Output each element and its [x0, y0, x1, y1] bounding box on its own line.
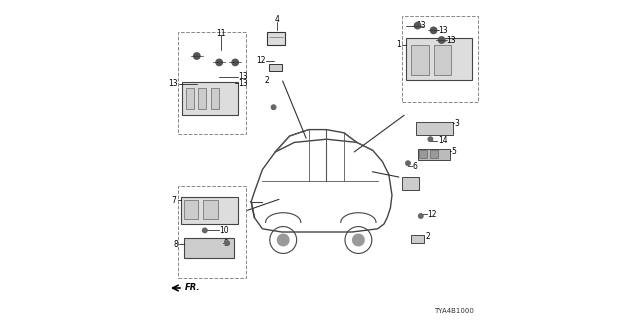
Bar	[402, 16, 479, 102]
Text: 8: 8	[174, 240, 179, 249]
Circle shape	[415, 22, 421, 29]
Bar	[268, 32, 285, 45]
Text: 13: 13	[438, 26, 448, 35]
Text: 12: 12	[428, 210, 436, 219]
Circle shape	[194, 53, 200, 59]
Bar	[430, 150, 438, 158]
Circle shape	[216, 59, 223, 66]
Text: 13: 13	[239, 72, 248, 81]
Bar	[178, 32, 246, 134]
Text: FR.: FR.	[184, 283, 200, 292]
Text: 14: 14	[438, 136, 447, 145]
Text: 13: 13	[168, 79, 178, 88]
Bar	[434, 45, 451, 75]
Bar	[211, 88, 219, 109]
Text: 1: 1	[396, 40, 401, 49]
Text: 13: 13	[239, 79, 248, 88]
Text: 9: 9	[224, 239, 229, 248]
Circle shape	[431, 27, 437, 34]
Text: 7: 7	[172, 196, 177, 204]
Bar	[184, 238, 234, 258]
Text: 4: 4	[275, 15, 279, 24]
Bar	[402, 177, 419, 190]
Circle shape	[225, 241, 230, 245]
Bar	[186, 88, 193, 109]
Circle shape	[419, 214, 423, 218]
Bar	[412, 235, 424, 243]
Bar	[418, 149, 450, 160]
Text: 13: 13	[445, 36, 456, 45]
Text: 2: 2	[265, 76, 269, 84]
Circle shape	[406, 161, 410, 165]
Bar	[406, 38, 472, 80]
Circle shape	[202, 228, 207, 233]
Text: 13: 13	[417, 21, 426, 30]
Text: 5: 5	[451, 147, 456, 156]
Circle shape	[428, 137, 433, 141]
Circle shape	[353, 234, 364, 246]
Bar	[184, 200, 198, 219]
Circle shape	[278, 234, 289, 246]
Circle shape	[271, 105, 276, 109]
Circle shape	[438, 37, 445, 43]
Text: 11: 11	[216, 29, 225, 38]
Bar	[182, 82, 239, 115]
Bar	[416, 122, 453, 135]
Bar	[412, 45, 429, 75]
Bar	[198, 88, 206, 109]
Bar	[419, 150, 428, 158]
Bar	[269, 64, 282, 71]
Text: TYA4B1000: TYA4B1000	[434, 308, 474, 314]
Circle shape	[232, 59, 238, 66]
Text: 12: 12	[256, 56, 266, 65]
Text: 10: 10	[219, 226, 229, 235]
Bar	[178, 186, 246, 278]
Bar	[181, 197, 239, 224]
Text: 2: 2	[426, 232, 431, 241]
Text: 3: 3	[454, 119, 460, 128]
Bar	[204, 200, 218, 219]
Text: 6: 6	[413, 162, 418, 171]
